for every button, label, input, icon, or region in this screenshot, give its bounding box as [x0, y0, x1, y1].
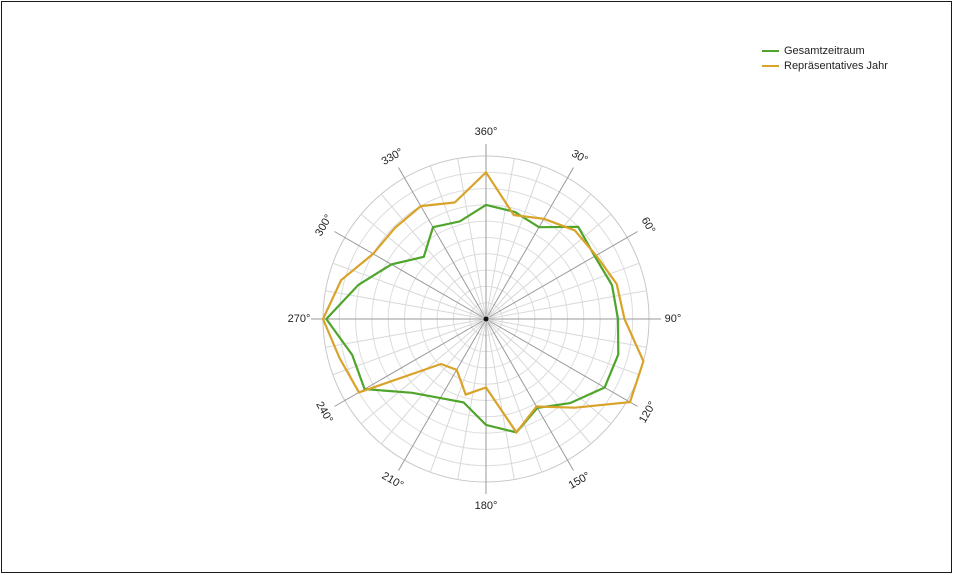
angle-label: 300° [313, 213, 335, 239]
minor-spoke [485, 318, 515, 480]
center-point [483, 316, 489, 322]
minor-spoke [325, 290, 487, 320]
angle-label: 210° [380, 470, 406, 492]
major-spoke [398, 318, 487, 471]
major-spoke [485, 167, 574, 320]
major-spoke [485, 318, 574, 471]
minor-spoke [485, 262, 640, 320]
minor-spoke [380, 193, 487, 320]
legend-label-repraesentatives-jahr: Repräsentatives Jahr [784, 59, 888, 72]
angle-label: 360° [475, 126, 498, 138]
minor-spoke [485, 165, 543, 320]
minor-spoke [485, 318, 592, 445]
angle-label: 90° [665, 313, 682, 325]
major-spoke [334, 231, 487, 320]
polar-grid [311, 144, 661, 494]
minor-spoke [325, 318, 487, 348]
minor-spoke [360, 213, 487, 320]
angle-label: 60° [639, 215, 658, 235]
series-layer [321, 170, 645, 435]
angle-label: 120° [637, 400, 659, 426]
angle-label: 180° [475, 500, 498, 512]
minor-spoke [332, 262, 487, 320]
minor-spoke [380, 318, 487, 445]
legend-item-gesamtzeitraum: Gesamtzeitraum [762, 43, 888, 58]
angle-label: 150° [567, 470, 593, 492]
legend-swatch-repraesentatives-jahr [762, 64, 779, 67]
series-line-1 [321, 170, 645, 435]
angle-label: 270° [288, 313, 311, 325]
major-spoke [485, 318, 638, 407]
angle-label: 240° [313, 400, 335, 426]
series-line-0 [324, 203, 620, 434]
legend-swatch-gesamtzeitraum [762, 49, 779, 52]
legend: Gesamtzeitraum Repräsentatives Jahr [762, 43, 888, 73]
angle-label: 30° [569, 148, 589, 167]
legend-label-gesamtzeitraum: Gesamtzeitraum [784, 44, 865, 57]
minor-spoke [360, 318, 487, 425]
minor-spoke [485, 318, 647, 348]
angle-label: 330° [380, 146, 406, 168]
minor-spoke [429, 318, 487, 473]
minor-spoke [485, 158, 515, 320]
minor-spoke [485, 193, 592, 320]
minor-spoke [429, 165, 487, 320]
minor-spoke [457, 318, 487, 480]
minor-spoke [485, 213, 612, 320]
minor-spoke [332, 318, 487, 376]
minor-spoke [485, 318, 543, 473]
major-spoke [398, 167, 487, 320]
major-spoke [485, 231, 638, 320]
legend-item-repraesentatives-jahr: Repräsentatives Jahr [762, 58, 888, 73]
minor-spoke [457, 158, 487, 320]
